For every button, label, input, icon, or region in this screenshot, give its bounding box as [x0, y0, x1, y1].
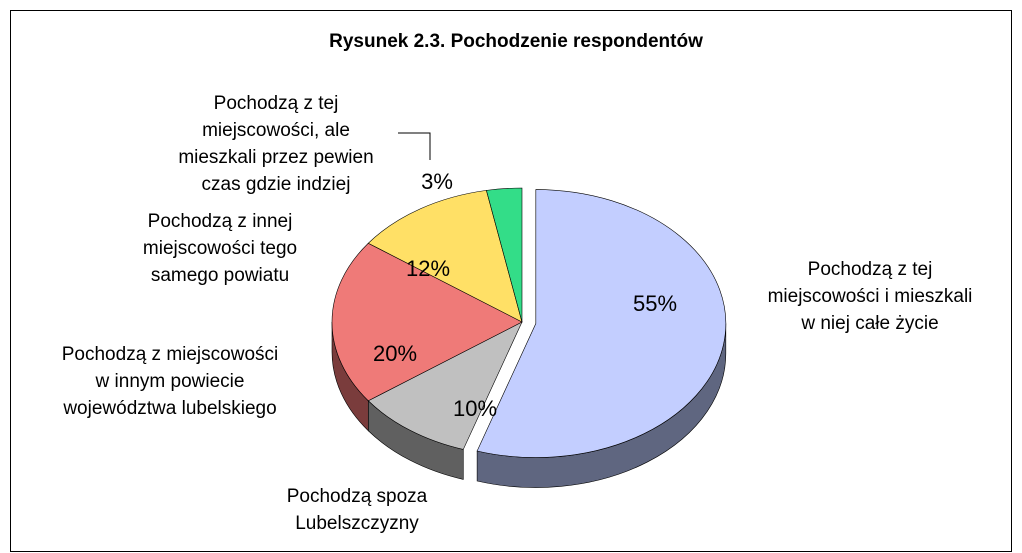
- category-label: miejscowości, ale: [202, 120, 350, 141]
- pie-slice: [486, 187, 523, 323]
- category-label: czas gdzie indziej: [202, 174, 351, 195]
- value-label: 20%: [373, 341, 417, 366]
- pie-slice: [367, 321, 523, 450]
- value-label: 12%: [406, 256, 450, 281]
- value-label: 55%: [633, 291, 677, 316]
- pie-slice: [476, 189, 727, 458]
- category-label: województwa lubelskiego: [62, 398, 276, 419]
- pie-slice: [367, 190, 523, 323]
- category-label: w innym powiecie: [95, 371, 245, 392]
- pie-slice: [331, 242, 523, 402]
- category-label: Pochodzą spoza: [287, 486, 428, 507]
- category-label: miejscowości tego: [143, 238, 297, 259]
- leader-line: [398, 132, 431, 160]
- category-label: w niej całe życie: [800, 313, 938, 334]
- category-label: samego powiatu: [151, 265, 289, 286]
- category-label: miejscowości i mieszkali: [768, 286, 973, 307]
- category-label: Lubelszczyzny: [295, 513, 419, 534]
- value-label: 10%: [453, 396, 497, 421]
- category-label: Pochodzą z tej: [808, 259, 933, 280]
- category-label: Pochodzą z tej: [214, 93, 339, 114]
- category-label: Pochodzą z innej: [148, 211, 293, 232]
- chart-title: Rysunek 2.3. Pochodzenie respondentów: [329, 31, 703, 52]
- category-label: Pochodzą z miejscowości: [62, 344, 278, 365]
- category-label: mieszkali przez pewien: [178, 147, 373, 168]
- value-label: 3%: [421, 169, 453, 194]
